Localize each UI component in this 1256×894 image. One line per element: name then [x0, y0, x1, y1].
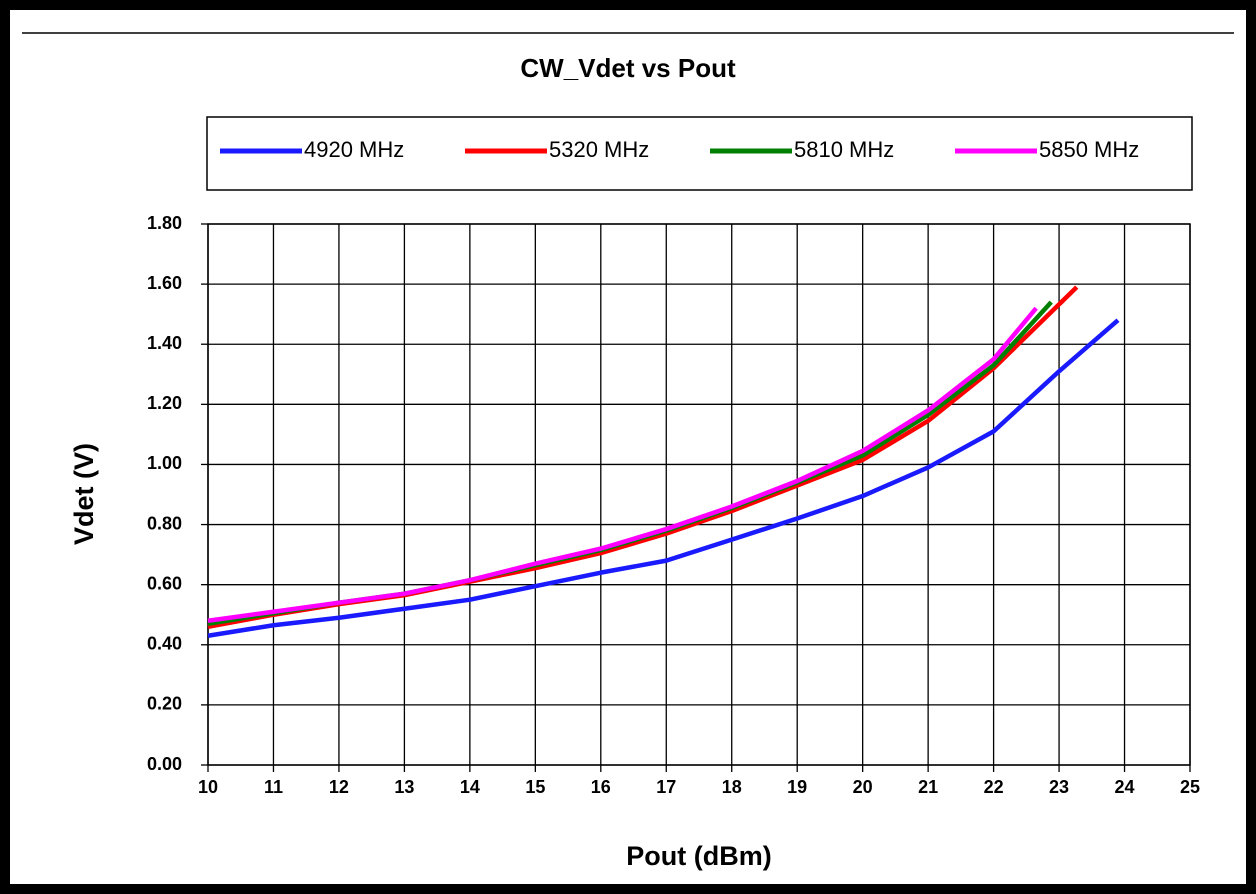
y-tick-label: 1.20	[147, 393, 182, 413]
x-tick-label: 18	[722, 777, 742, 797]
legend-label: 5320 MHz	[549, 137, 649, 162]
series-line	[207, 306, 1038, 623]
x-tick-label: 14	[460, 777, 480, 797]
y-tick-label: 1.60	[147, 273, 182, 293]
series-line	[207, 318, 1120, 638]
x-tick-label: 20	[853, 777, 873, 797]
x-tick-label: 25	[1180, 777, 1200, 797]
legend-label: 5810 MHz	[794, 137, 894, 162]
y-axis-label: Vdet (V)	[69, 443, 99, 545]
x-tick-label: 16	[591, 777, 611, 797]
y-tick-label: 1.40	[147, 333, 182, 353]
x-tick-label: 11	[264, 777, 283, 797]
y-tick-label: 0.40	[147, 634, 182, 654]
x-tick-label: 12	[329, 777, 349, 797]
x-tick-label: 22	[984, 777, 1004, 797]
y-tick-label: 1.80	[147, 213, 182, 233]
x-tick-label: 19	[787, 777, 807, 797]
legend-label: 4920 MHz	[304, 137, 404, 162]
y-tick-label: 0.20	[147, 694, 182, 714]
x-tick-label: 10	[198, 777, 218, 797]
y-tick-label: 1.00	[147, 453, 182, 473]
x-tick-label: 23	[1049, 777, 1069, 797]
y-tick-label: 0.80	[147, 513, 182, 533]
plot-frame	[207, 223, 1191, 766]
x-tick-label: 13	[394, 777, 414, 797]
chart-title: CW_Vdet vs Pout	[520, 53, 736, 83]
y-tick-label: 0.60	[147, 573, 182, 593]
x-tick-label: 17	[656, 777, 676, 797]
x-tick-label: 24	[1115, 777, 1135, 797]
x-axis-label: Pout (dBm)	[626, 841, 771, 871]
x-tick-label: 21	[918, 777, 938, 797]
x-tick-label: 15	[525, 777, 545, 797]
legend-label: 5850 MHz	[1039, 137, 1139, 162]
y-tick-label: 0.00	[147, 754, 182, 774]
